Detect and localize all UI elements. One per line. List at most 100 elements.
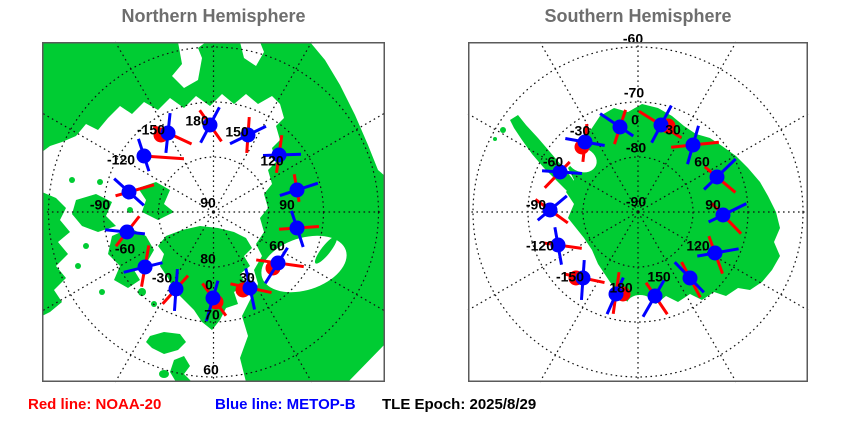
landmass — [72, 194, 116, 232]
northern-hemisphere-map: 0 30 60 90 120 150 180 -150 -120 -90 -60 -30 90 80 70 6… — [41, 41, 386, 383]
metopb-position-dot — [270, 255, 286, 271]
metopb-position-dot — [242, 280, 258, 296]
legend-blue-metopb: Blue line: METOP-B — [215, 396, 356, 413]
meridian-line — [213, 112, 386, 213]
metopb-position-dot — [240, 127, 256, 143]
meridian-line — [41, 112, 214, 213]
grid-label--150: -150 — [556, 269, 584, 285]
satellite-pass-marker — [541, 160, 583, 189]
metopb-position-dot — [552, 164, 568, 180]
grid-label--70: -70 — [624, 85, 644, 101]
metopb-position-dot — [271, 147, 287, 163]
grid-label--60: -60 — [543, 154, 563, 170]
landmass — [146, 332, 186, 354]
landmass — [75, 263, 81, 269]
metopb-position-dot — [715, 207, 731, 223]
grid-label--150: -150 — [137, 122, 165, 138]
satellite-pass-marker — [278, 210, 320, 248]
satellite-pass-marker — [534, 194, 569, 225]
metopb-position-dot — [289, 182, 305, 198]
grid-label-0: 0 — [631, 112, 639, 128]
island — [271, 238, 281, 248]
landmass — [566, 104, 780, 306]
satellite-pass-marker — [697, 235, 739, 275]
satellite-pass-marker — [638, 104, 683, 144]
grid-label--30: -30 — [570, 123, 590, 139]
metopb-position-dot — [682, 270, 698, 286]
northern-map-canvas: 0 30 60 90 120 150 180 -150-120 -90 -60 -30 90 80 70 6… — [41, 41, 386, 383]
grid-label-150: 150 — [225, 124, 249, 140]
satellite-pass-marker — [161, 268, 190, 312]
grid-label-70: 70 — [204, 307, 220, 323]
grid-label-60: 60 — [269, 238, 285, 254]
island — [281, 233, 287, 239]
grid-label-0: 0 — [205, 277, 213, 293]
metopb-position-dot — [577, 134, 593, 150]
grid-label-120: 120 — [686, 238, 710, 254]
grid-label-90: 90 — [279, 197, 295, 213]
landmass — [69, 177, 75, 183]
metopb-position-dot — [202, 117, 218, 133]
legend-red-noaa20: Red line: NOAA-20 — [28, 396, 162, 413]
satellite-pass-marker — [152, 112, 193, 154]
satellite-pass-marker — [113, 177, 155, 207]
southern-map-canvas: 0 30 60 90 120 150 180 -150-120 -90 -60 -30 -60 -70 -… — [467, 31, 809, 383]
satellite-pass-marker — [104, 215, 146, 248]
satellite-pass-marker — [262, 134, 302, 174]
grid-label-80: 80 — [200, 251, 216, 267]
sea-area — [59, 139, 85, 161]
satellite-pass-marker — [201, 280, 228, 322]
metopb-position-dot — [119, 224, 135, 240]
satellite-pass-marker — [229, 116, 267, 154]
satellite-pass-marker — [279, 173, 319, 203]
island — [314, 236, 338, 264]
metopb-position-dot — [121, 184, 137, 200]
metopb-position-dot — [289, 220, 305, 236]
landmass — [159, 370, 169, 378]
landmass — [42, 42, 385, 382]
metopb-position-dot — [647, 288, 663, 304]
grid-label--90: -90 — [626, 194, 646, 210]
satellite-pass-marker — [670, 125, 720, 165]
metopb-position-dot — [137, 259, 153, 275]
grid-label-30: 30 — [665, 122, 681, 138]
landmass — [97, 179, 103, 185]
landmass — [500, 127, 506, 133]
sea-area — [348, 344, 385, 382]
grid-label-180: 180 — [185, 113, 209, 129]
metopb-position-dot — [542, 202, 558, 218]
satellite-pass-marker — [641, 279, 669, 318]
grid-label--60: -60 — [623, 31, 643, 47]
metopb-position-dot — [612, 119, 628, 135]
grid-label-90: 90 — [705, 197, 721, 213]
grid-label--120: -120 — [107, 152, 135, 168]
satellite-pass-marker — [599, 109, 635, 145]
grid-label--30: -30 — [152, 270, 172, 286]
metopb-position-dot — [550, 237, 566, 253]
metopb-position-dot — [653, 117, 669, 133]
metopb-position-dot — [575, 270, 591, 286]
grid-label-30: 30 — [239, 270, 255, 286]
landmass — [170, 356, 192, 382]
grid-label-60: 60 — [694, 154, 710, 170]
grid-label--90: -90 — [90, 197, 110, 213]
landmass — [138, 288, 146, 296]
metopb-position-dot — [709, 169, 725, 185]
grid-label--80: -80 — [626, 140, 646, 156]
landmass — [138, 182, 174, 220]
metopb-position-dot — [608, 286, 624, 302]
satellite-pass-marker — [230, 268, 272, 310]
tle-epoch-label: TLE Epoch: 2025/8/29 — [382, 396, 537, 413]
satellite-pass-marker — [565, 123, 605, 163]
landmass — [158, 226, 252, 330]
metopb-position-dot — [168, 281, 184, 297]
metopb-position-dot — [160, 125, 176, 141]
satellite-pass-marker — [256, 246, 304, 285]
satellite-pass-marker — [198, 106, 223, 144]
satellite-pass-marker — [707, 202, 748, 235]
grid-label-180: 180 — [609, 280, 633, 296]
satellite-pass-marker — [673, 261, 705, 299]
meridian-line — [213, 211, 386, 312]
satellite-pass-marker — [136, 138, 185, 172]
